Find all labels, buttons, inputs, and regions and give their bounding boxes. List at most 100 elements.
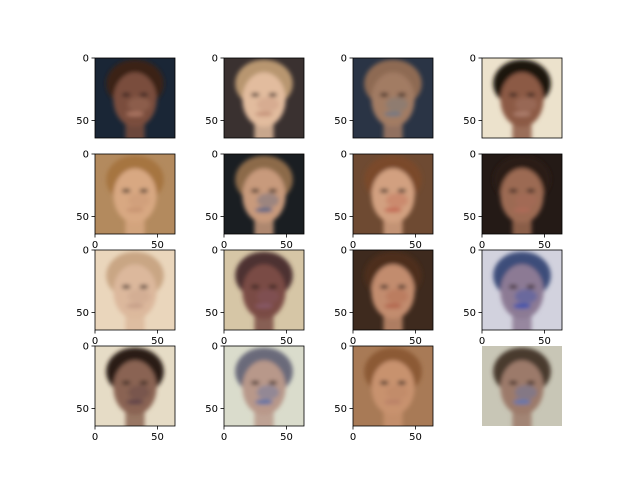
y-tick-label: 0 <box>341 246 347 257</box>
y-tick-label: 50 <box>205 404 218 415</box>
eye-region <box>379 380 389 385</box>
y-tick-label: 0 <box>212 342 218 353</box>
y-tick-label: 0 <box>341 54 347 65</box>
y-tick-label: 0 <box>212 246 218 257</box>
eye-region <box>397 92 407 97</box>
y-tick-label: 0 <box>83 150 89 161</box>
eye-region <box>139 92 149 97</box>
eye-region <box>526 380 536 385</box>
eye-region <box>508 92 518 97</box>
x-tick-label: 0 <box>479 336 485 347</box>
y-tick-label: 50 <box>76 404 89 415</box>
mouth-region <box>384 207 402 213</box>
eye-region <box>268 188 278 193</box>
image-panel: 0 50 <box>205 54 305 139</box>
mouth-region <box>255 111 273 117</box>
axes-frame <box>481 153 563 235</box>
image-panel: 0 50 0 50 <box>334 150 434 251</box>
axes-frame <box>94 153 176 235</box>
eye-region <box>139 188 149 193</box>
eye-region <box>121 188 131 193</box>
eye-region <box>397 188 407 193</box>
x-tick-label: 50 <box>538 240 551 251</box>
axes-frame <box>352 249 434 331</box>
y-tick-label: 50 <box>205 212 218 223</box>
y-tick-label: 0 <box>83 342 89 353</box>
x-tick-label: 50 <box>409 336 422 347</box>
image-panel: 0 50 0 50 <box>76 150 176 251</box>
mouth-region <box>126 111 144 117</box>
x-tick-label: 0 <box>479 240 485 251</box>
x-tick-label: 0 <box>92 240 98 251</box>
generated-face-image <box>353 58 433 138</box>
image-panel: 0 50 <box>463 54 563 139</box>
axes-frame <box>223 249 305 331</box>
mouth-region <box>255 303 273 309</box>
eye-region <box>250 284 260 289</box>
y-tick-label: 50 <box>76 116 89 127</box>
generated-face-image <box>95 154 175 234</box>
eye-region <box>121 284 131 289</box>
eye-region <box>397 380 407 385</box>
mouth-region <box>126 303 144 309</box>
axes-frame <box>223 153 305 235</box>
image-panel: 0 50 0 50 <box>334 342 434 443</box>
image-panel: 0 50 0 50 <box>76 342 176 443</box>
mouth-region <box>255 399 273 405</box>
y-tick-label: 50 <box>76 308 89 319</box>
mouth-region <box>384 399 402 405</box>
y-tick-label: 50 <box>463 308 476 319</box>
eye-region <box>121 380 131 385</box>
image-panel: 0 50 0 50 <box>76 246 176 347</box>
axes-frame <box>223 57 305 139</box>
y-tick-label: 50 <box>76 212 89 223</box>
eye-region <box>268 92 278 97</box>
y-tick-label: 50 <box>205 116 218 127</box>
x-tick-label: 50 <box>151 240 164 251</box>
eye-region <box>526 284 536 289</box>
x-tick-label: 50 <box>151 432 164 443</box>
eye-region <box>379 188 389 193</box>
eye-region <box>508 284 518 289</box>
axes-frame <box>223 345 305 427</box>
eye-region <box>379 92 389 97</box>
y-tick-label: 50 <box>334 116 347 127</box>
y-tick-label: 0 <box>212 150 218 161</box>
x-tick-label: 0 <box>221 336 227 347</box>
generated-face-image <box>95 250 175 330</box>
x-tick-label: 0 <box>350 432 356 443</box>
image-panel <box>482 346 562 426</box>
x-tick-label: 0 <box>350 240 356 251</box>
y-tick-label: 50 <box>205 308 218 319</box>
eye-region <box>250 188 260 193</box>
mouth-region <box>513 111 531 117</box>
mouth-region <box>384 303 402 309</box>
x-tick-label: 0 <box>92 432 98 443</box>
axes-frame <box>481 57 563 139</box>
y-tick-label: 0 <box>470 150 476 161</box>
y-tick-label: 0 <box>83 246 89 257</box>
y-tick-label: 50 <box>463 116 476 127</box>
y-tick-label: 0 <box>470 54 476 65</box>
image-panel: 0 50 <box>76 54 176 139</box>
y-tick-label: 50 <box>463 212 476 223</box>
eye-region <box>508 380 518 385</box>
image-panel: 0 50 0 50 <box>205 342 305 443</box>
generated-face-image <box>224 250 304 330</box>
image-panel: 0 50 0 50 <box>205 150 305 251</box>
generated-face-image <box>353 154 433 234</box>
generated-face-image <box>224 58 304 138</box>
x-tick-label: 50 <box>151 336 164 347</box>
x-tick-label: 50 <box>409 240 422 251</box>
axes-frame <box>94 57 176 139</box>
eye-region <box>397 284 407 289</box>
y-tick-label: 50 <box>334 212 347 223</box>
axes-frame <box>352 345 434 427</box>
eye-region <box>379 284 389 289</box>
mouth-region <box>513 303 531 309</box>
y-tick-label: 50 <box>334 308 347 319</box>
image-panel: 0 50 0 50 <box>334 246 434 347</box>
x-tick-label: 50 <box>280 240 293 251</box>
eye-region <box>526 92 536 97</box>
image-panel: 0 50 0 50 <box>463 246 563 347</box>
